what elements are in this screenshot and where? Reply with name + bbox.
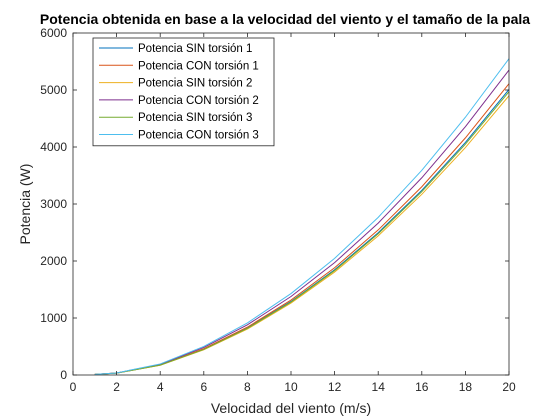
y-tick-label: 5000 [40, 83, 67, 97]
y-tick-label: 6000 [40, 26, 67, 40]
chart-title: Potencia obtenida en base a la velocidad… [40, 11, 530, 27]
series-layer [94, 58, 510, 375]
x-tick-label: 16 [415, 380, 429, 394]
series-line-6 [94, 58, 510, 375]
y-tick-label: 4000 [40, 140, 67, 154]
y-axis-label: Potencia (W) [17, 164, 33, 245]
legend-label: Potencia SIN torsión 1 [138, 43, 252, 55]
legend-label: Potencia SIN torsión 2 [138, 78, 252, 90]
legend-label: Potencia CON torsión 2 [138, 95, 259, 107]
x-tick-label: 0 [70, 380, 77, 394]
y-tick-label: 3000 [40, 197, 67, 211]
x-tick-label: 2 [113, 380, 120, 394]
x-tick-label: 14 [372, 380, 386, 394]
x-tick-label: 18 [459, 380, 473, 394]
axes-layer: 0 2 4 6 8 10 12 14 16 18 20 0 1000 2000 3000 4000 5000 60… [40, 26, 516, 394]
y-tick-label: 0 [60, 368, 67, 382]
x-tick-label: 8 [244, 380, 251, 394]
x-tick-label: 10 [284, 380, 298, 394]
legend-label: Potencia CON torsión 1 [138, 60, 259, 72]
legend: Potencia SIN torsión 1 Potencia CON torsi… [92, 37, 275, 147]
legend-label: Potencia SIN torsión 3 [138, 112, 252, 124]
x-tick-label: 6 [200, 380, 207, 394]
legend-box [92, 37, 275, 147]
x-tick-label: 4 [157, 380, 164, 394]
y-tick-label: 1000 [40, 311, 67, 325]
x-tick-label: 12 [328, 380, 342, 394]
x-axis-label: Velocidad del viento (m/s) [211, 400, 371, 416]
legend-label: Potencia CON torsión 3 [138, 130, 259, 142]
x-tick-label: 20 [502, 380, 516, 394]
series-line-5 [94, 91, 510, 375]
y-tick-label: 2000 [40, 254, 67, 268]
